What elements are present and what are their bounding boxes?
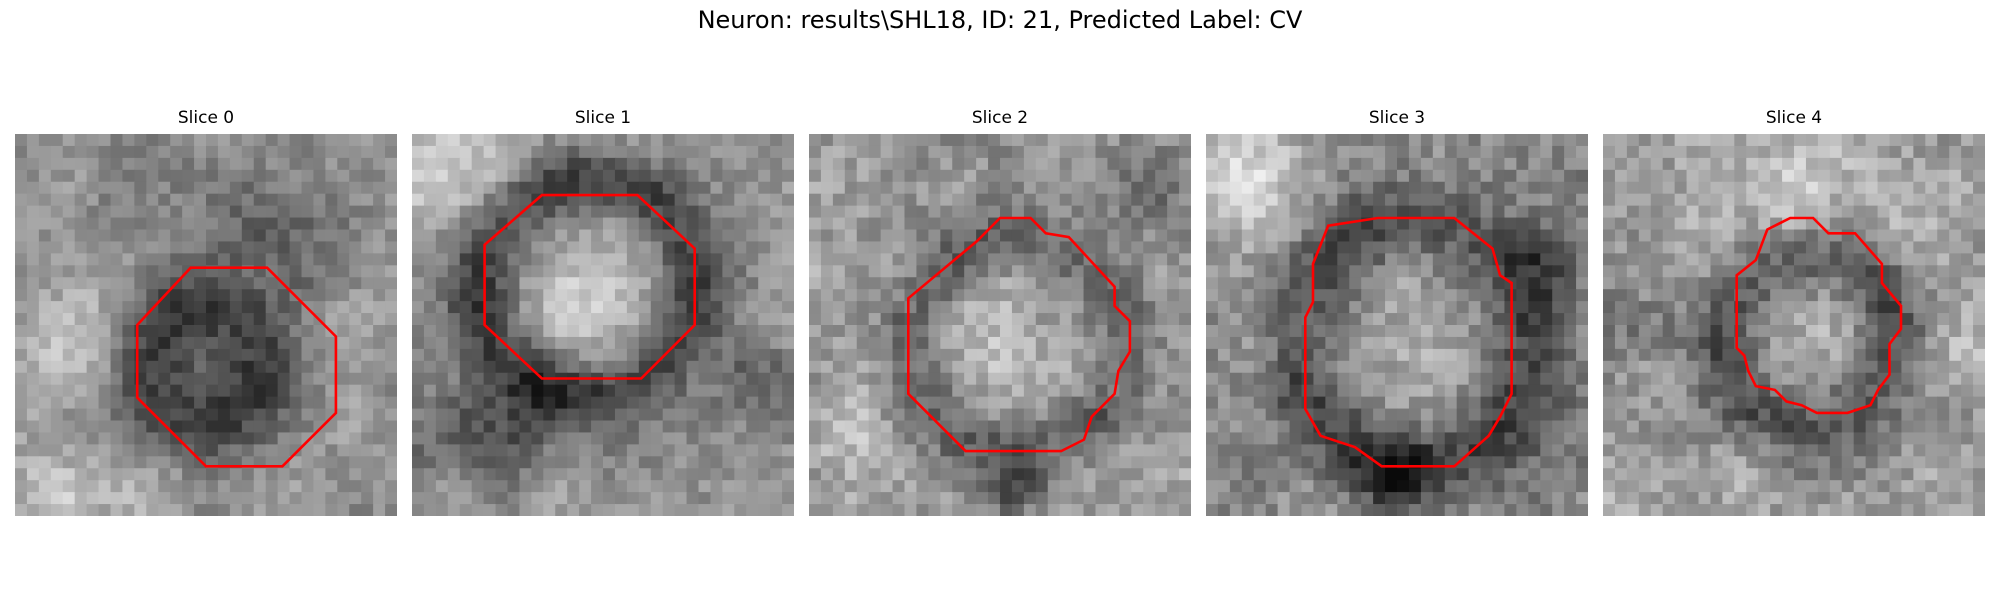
slice-title-1: Slice 1 bbox=[574, 108, 632, 128]
figure-title: Neuron: results\SHL18, ID: 21, Predicted… bbox=[697, 6, 1303, 34]
slice-image-3 bbox=[1206, 134, 1588, 516]
slice-title-4: Slice 4 bbox=[1765, 108, 1823, 128]
slice-image-1 bbox=[412, 134, 794, 516]
slice-title-2: Slice 2 bbox=[971, 108, 1029, 128]
slice-title-3: Slice 3 bbox=[1368, 108, 1426, 128]
contour-outline bbox=[1735, 216, 1903, 415]
contour-outline bbox=[1304, 216, 1513, 468]
slice-image-2 bbox=[809, 134, 1191, 516]
contour-outline bbox=[135, 266, 338, 468]
contour-outline bbox=[483, 193, 697, 380]
slice-image-4 bbox=[1603, 134, 1985, 516]
contour-outline bbox=[907, 216, 1132, 453]
slice-image-0 bbox=[15, 134, 397, 516]
slice-title-0: Slice 0 bbox=[177, 108, 235, 128]
